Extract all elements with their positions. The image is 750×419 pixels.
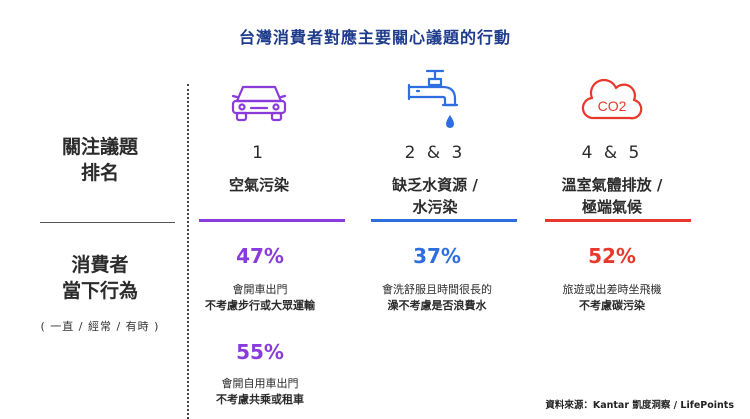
issue-name: 缺乏水資源 / 水污染 [355, 174, 515, 218]
stat-percentage: 52% [588, 244, 636, 268]
stat-line2: 不考慮碳污染 [579, 299, 645, 312]
issue-name: 空氣污染 [228, 176, 289, 194]
issue-line1: 溫室氣體排放 / [561, 176, 663, 194]
column-greenhouse: CO2 4 & 5 溫室氣體排放 / 極端氣候 [532, 64, 692, 218]
issue-name: 溫室氣體排放 / 極端氣候 [532, 174, 692, 218]
issue-line1: 缺乏水資源 / [392, 176, 478, 194]
stat-description: 會開車出門 不考慮步行或大眾運輸 [160, 282, 360, 314]
behavior-label: 消費者 當下行為 [40, 252, 160, 304]
stat-percentage: 47% [236, 244, 284, 268]
stat-description: 會開自用車出門 不考慮共乘或租車 [160, 376, 360, 408]
rank-number: 4 & 5 [581, 143, 643, 163]
behavior-frequency-note: ( 一直 / 經常 / 有時 ) [40, 320, 160, 333]
stat-line2: 不考慮步行或大眾運輸 [205, 299, 315, 312]
stat-line1: 會開車出門 [232, 283, 288, 296]
stat-line1: 旅遊或出差時坐飛機 [562, 283, 662, 296]
stat-description: 旅遊或出差時坐飛機 不考慮碳污染 [512, 282, 712, 314]
accent-bar-water [371, 219, 517, 222]
stat-line1: 會洗舒服且時間很長的 [382, 283, 492, 296]
co2-text: CO2 [598, 98, 627, 114]
behavior-label-line2: 當下行為 [61, 280, 138, 302]
behavior-label-line1: 消費者 [71, 254, 129, 276]
issue-label-line1: 關注議題 [61, 136, 138, 158]
rank-number: 1 [252, 143, 266, 163]
source-note: 資料來源：Kantar 凱度洞察 / LifePoints [545, 400, 734, 411]
accent-bar-air [199, 219, 345, 222]
stat-percentage: 55% [236, 340, 284, 364]
rank-number: 2 & 3 [404, 143, 466, 163]
column-air-pollution: 1 空氣污染 [179, 64, 339, 196]
co2-cloud-icon: CO2 [532, 64, 692, 136]
issue-rank-label: 關注議題 排名 [40, 134, 160, 186]
faucet-icon [355, 64, 515, 136]
stat-line2: 澡不考慮是否浪費水 [387, 299, 487, 312]
issue-label-line2: 排名 [80, 162, 119, 184]
column-water: 2 & 3 缺乏水資源 / 水污染 [355, 64, 515, 218]
accent-bar-greenhouse [545, 219, 691, 222]
row-divider [40, 222, 175, 223]
issue-line2: 極端氣候 [581, 198, 642, 216]
car-icon [179, 64, 339, 136]
page-title: 台灣消費者對應主要關心議題的行動 [238, 28, 511, 47]
issue-line2: 水污染 [412, 198, 458, 216]
column-divider [187, 84, 189, 419]
stat-line1: 會開自用車出門 [221, 377, 299, 390]
stat-description: 會洗舒服且時間很長的 澡不考慮是否浪費水 [337, 282, 537, 314]
stat-line2: 不考慮共乘或租車 [216, 393, 304, 406]
stat-percentage: 37% [413, 244, 461, 268]
